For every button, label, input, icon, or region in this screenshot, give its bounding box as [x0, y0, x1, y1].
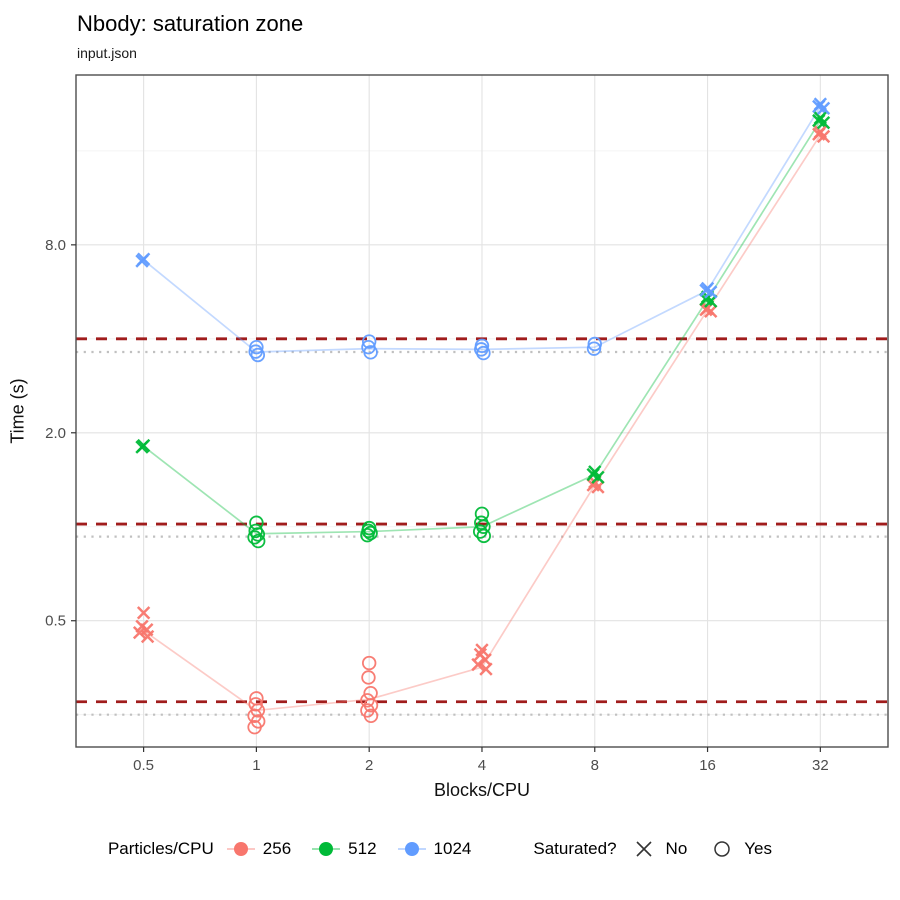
data-point-x	[132, 625, 147, 640]
x-tick-label: 1	[252, 757, 260, 774]
data-point-circle	[587, 336, 602, 352]
data-point-x	[816, 115, 831, 130]
data-point-x	[135, 440, 149, 454]
data-point-circle	[472, 524, 488, 539]
data-point-circle	[360, 527, 375, 543]
legend-label-512: 512	[348, 839, 377, 858]
data-point-x	[471, 657, 485, 672]
legend-glyph	[635, 841, 652, 857]
data-point-circle	[476, 528, 491, 544]
x-tick-label: 32	[812, 757, 829, 774]
x-tick-label: 4	[478, 757, 486, 774]
legend-key-circle-icon	[707, 838, 737, 860]
legend-glyph	[226, 842, 255, 856]
data-point-x	[704, 304, 718, 318]
data-point-circle	[361, 670, 376, 685]
legend-key-512-icon	[311, 838, 341, 860]
y-tick-label: 2.0	[45, 425, 66, 442]
data-point-x	[816, 129, 831, 144]
x-tick-label: 2	[365, 757, 373, 774]
legend-glyph	[714, 841, 731, 857]
data-point-circle	[363, 345, 378, 360]
plot-canvas: 0.5 1 2 4 8 16 32 0.5 2.0 8.0	[45, 74, 889, 774]
y-axis-title: Time (s)	[7, 378, 28, 444]
data-point-circle	[248, 344, 263, 359]
chart-subtitle: input.json	[77, 45, 137, 61]
y-tick-label: 8.0	[45, 237, 66, 254]
legend-glyph	[312, 842, 341, 856]
legend-shape-title: Saturated?	[533, 839, 617, 858]
legend-label-256: 256	[262, 839, 292, 858]
data-point-x	[591, 480, 605, 494]
data-point-circle	[247, 530, 262, 545]
data-point-circle	[363, 708, 379, 723]
data-point-circle	[476, 345, 491, 361]
data-point-circle	[247, 719, 262, 735]
legend-key-x-icon	[629, 838, 659, 860]
legend-color-title: Particles/CPU	[107, 839, 214, 858]
data-point-circle	[586, 341, 602, 356]
data-point-x	[479, 662, 493, 676]
data-point-x	[140, 629, 155, 644]
data-point-x	[135, 254, 149, 268]
y-tick-label: 0.5	[45, 613, 66, 630]
x-tick-label: 8	[591, 757, 599, 774]
data-point-circle	[250, 527, 266, 542]
data-point-x	[591, 470, 605, 485]
legend-glyph	[397, 842, 426, 856]
data-point-x	[704, 285, 718, 299]
data-point-circle	[248, 697, 263, 712]
legend-key-256-icon	[226, 838, 256, 860]
legend-key-1024-icon	[397, 838, 427, 860]
data-point-circle	[250, 533, 266, 549]
data-point-x	[136, 606, 151, 620]
x-axis-title: Blocks/CPU	[433, 780, 531, 800]
chart-title: Nbody: saturation zone	[77, 11, 304, 36]
legend-label-no: No	[665, 839, 688, 858]
legend-label-yes: Yes	[744, 839, 773, 858]
data-point-circle	[363, 525, 378, 541]
data-point-circle	[361, 655, 377, 671]
legend-label-1024: 1024	[433, 839, 472, 858]
data-point-circle	[361, 334, 377, 349]
legend: Particles/CPU 256 512 1024 Saturated? No…	[0, 838, 900, 860]
data-point-x	[816, 101, 831, 115]
x-tick-label: 16	[699, 757, 716, 774]
data-point-circle	[250, 347, 266, 363]
x-tick-label: 0.5	[133, 757, 154, 774]
